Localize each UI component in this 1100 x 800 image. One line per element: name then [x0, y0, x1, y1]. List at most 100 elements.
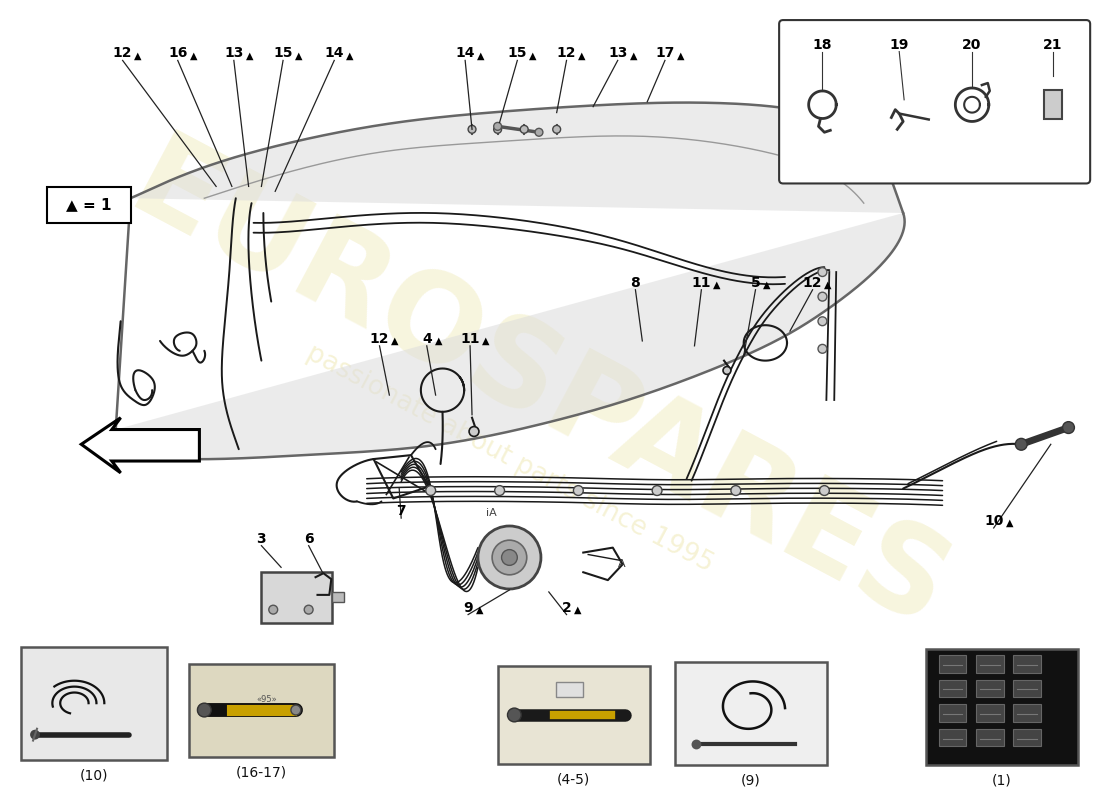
Circle shape	[495, 486, 505, 495]
Text: (9): (9)	[740, 773, 760, 787]
Text: 12: 12	[557, 46, 576, 61]
Circle shape	[573, 486, 583, 495]
Circle shape	[477, 526, 541, 589]
Circle shape	[30, 730, 40, 739]
Text: ▲ = 1: ▲ = 1	[66, 198, 112, 213]
Text: 16: 16	[168, 46, 187, 61]
Text: A: A	[618, 559, 625, 570]
Bar	[1013, 729, 1041, 746]
Bar	[497, 666, 650, 764]
Circle shape	[723, 366, 730, 374]
Text: 2: 2	[562, 601, 571, 614]
Circle shape	[535, 128, 543, 136]
Bar	[674, 662, 827, 765]
Circle shape	[692, 739, 702, 750]
Circle shape	[552, 126, 561, 134]
Bar	[21, 647, 167, 760]
Text: passionate about parts since 1995: passionate about parts since 1995	[301, 340, 717, 578]
Text: 9: 9	[463, 601, 473, 614]
Text: 3: 3	[256, 532, 266, 546]
Circle shape	[469, 126, 476, 134]
Text: ▲: ▲	[346, 50, 353, 61]
Text: 15: 15	[273, 46, 293, 61]
Bar	[1013, 655, 1041, 673]
Circle shape	[469, 426, 478, 437]
Text: 20: 20	[962, 38, 981, 51]
Circle shape	[1063, 422, 1075, 434]
Text: ▲: ▲	[713, 280, 721, 290]
Text: ▲: ▲	[476, 605, 484, 614]
Circle shape	[426, 486, 436, 495]
Bar	[262, 572, 332, 623]
Text: EUROSPARES: EUROSPARES	[111, 126, 967, 655]
Circle shape	[507, 708, 521, 722]
Circle shape	[818, 292, 827, 301]
Text: 10: 10	[984, 514, 1003, 528]
Text: 6: 6	[304, 532, 313, 546]
Text: 12: 12	[370, 332, 389, 346]
Bar	[332, 592, 344, 602]
Text: ▲: ▲	[629, 50, 637, 61]
Bar	[976, 729, 1003, 746]
Text: 11: 11	[460, 332, 480, 346]
Text: ▲: ▲	[763, 280, 771, 290]
Text: (16-17): (16-17)	[235, 765, 287, 779]
Text: 18: 18	[813, 38, 833, 51]
Bar	[1044, 90, 1061, 119]
Text: ▲: ▲	[189, 50, 197, 61]
Circle shape	[818, 268, 827, 277]
Text: 11: 11	[692, 276, 711, 290]
Circle shape	[818, 317, 827, 326]
Text: ▲: ▲	[529, 50, 537, 61]
Text: 14: 14	[455, 46, 475, 61]
FancyBboxPatch shape	[779, 20, 1090, 183]
Circle shape	[502, 550, 517, 566]
Polygon shape	[81, 418, 199, 473]
Text: 5: 5	[750, 276, 760, 290]
Circle shape	[494, 122, 502, 130]
Text: (4-5): (4-5)	[557, 772, 590, 786]
Circle shape	[494, 126, 502, 134]
Text: ▲: ▲	[295, 50, 302, 61]
Circle shape	[197, 703, 211, 717]
Circle shape	[820, 486, 829, 495]
Circle shape	[290, 705, 300, 715]
Polygon shape	[113, 102, 904, 459]
Circle shape	[730, 486, 740, 495]
Text: 19: 19	[890, 38, 909, 51]
Text: ▲: ▲	[482, 336, 490, 346]
Text: 13: 13	[224, 46, 243, 61]
Text: 12: 12	[803, 276, 823, 290]
Circle shape	[652, 486, 662, 495]
Text: ▲: ▲	[676, 50, 684, 61]
Text: (10): (10)	[80, 768, 108, 782]
Text: 13: 13	[608, 46, 627, 61]
Bar	[1013, 704, 1041, 722]
Text: (1): (1)	[992, 773, 1011, 787]
Bar	[556, 682, 583, 698]
Text: ▲: ▲	[434, 336, 442, 346]
Circle shape	[268, 606, 277, 614]
Bar	[188, 664, 334, 758]
Text: ▲: ▲	[824, 280, 832, 290]
Bar	[938, 729, 966, 746]
Circle shape	[818, 344, 827, 354]
Text: 7: 7	[396, 504, 406, 518]
Text: 4: 4	[422, 332, 431, 346]
FancyBboxPatch shape	[47, 187, 132, 223]
Bar	[1013, 679, 1041, 698]
Text: ▲: ▲	[477, 50, 484, 61]
Circle shape	[1015, 438, 1027, 450]
Text: ▲: ▲	[574, 605, 582, 614]
Text: 21: 21	[1043, 38, 1063, 51]
Circle shape	[520, 126, 528, 134]
Text: «95»: «95»	[256, 695, 277, 704]
Text: ▲: ▲	[579, 50, 586, 61]
Text: ▲: ▲	[1005, 518, 1013, 528]
Bar	[926, 649, 1078, 765]
Circle shape	[492, 540, 527, 575]
Text: 15: 15	[507, 46, 527, 61]
Text: ▲: ▲	[245, 50, 253, 61]
Text: ▲: ▲	[392, 336, 399, 346]
Bar	[976, 655, 1003, 673]
